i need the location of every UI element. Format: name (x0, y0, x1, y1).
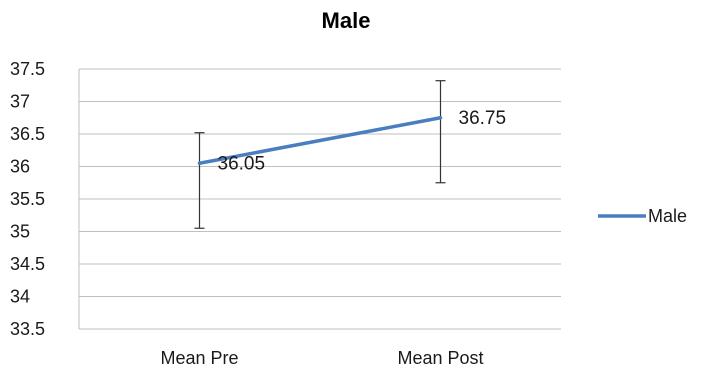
chart-title: Male (322, 8, 371, 33)
x-category-label: Mean Post (397, 348, 483, 368)
legend: Male (598, 206, 687, 226)
error-bars (194, 80, 446, 229)
y-tick-label: 36 (10, 157, 30, 177)
y-tick-label: 35 (10, 222, 30, 242)
data-label: 36.05 (218, 153, 266, 174)
data-labels: 36.05 36.75 (218, 108, 507, 175)
series-line-male (197, 116, 443, 165)
y-tick-label: 37 (10, 92, 30, 112)
x-axis: Mean Pre Mean Post (160, 348, 483, 368)
y-tick-label: 34.5 (10, 254, 45, 274)
y-tick-label: 37.5 (10, 59, 45, 79)
y-axis: 33.5 34 34.5 35 35.5 36 36.5 37 37.5 (10, 59, 45, 339)
y-tick-label: 33.5 (10, 319, 45, 339)
legend-label: Male (648, 206, 687, 226)
y-tick-label: 35.5 (10, 189, 45, 209)
data-label: 36.75 (459, 108, 507, 129)
gridlines (78, 68, 561, 330)
y-tick-label: 34 (10, 287, 30, 307)
y-tick-label: 36.5 (10, 124, 45, 144)
series (197, 116, 443, 165)
x-category-label: Mean Pre (160, 348, 238, 368)
